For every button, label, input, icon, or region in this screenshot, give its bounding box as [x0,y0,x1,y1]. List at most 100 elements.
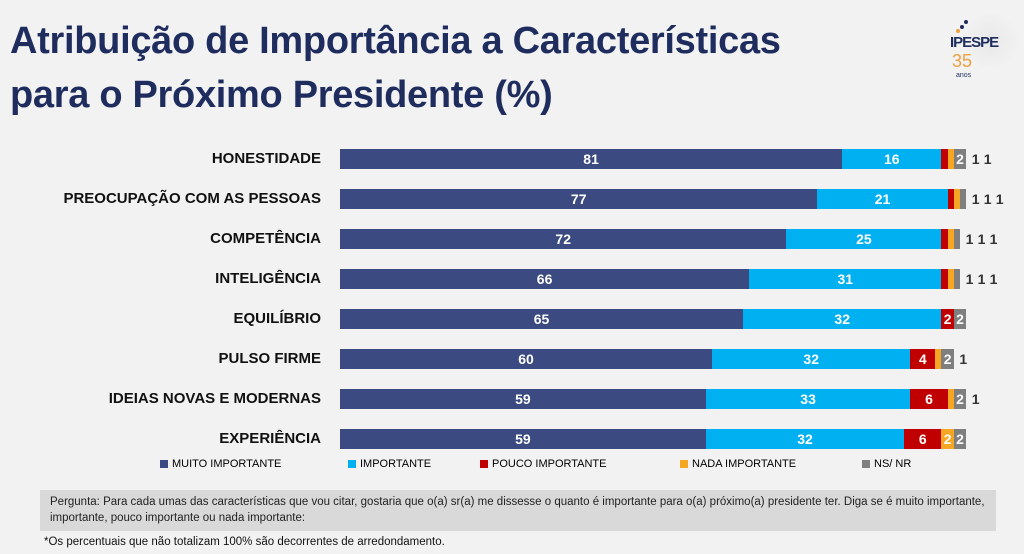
logo-number: 35 [952,51,973,71]
bar-segment [941,149,948,169]
bar-segment: 65 [340,309,743,329]
data-label: 1 [989,271,998,287]
bar-segment: 2 [953,389,967,409]
legend-swatch [680,460,688,468]
bar-segment: 4 [910,349,936,369]
data-label: 1 [965,231,974,247]
data-label: 1 [989,231,998,247]
bar-segment: 2 [941,349,954,369]
bar-segment: 66 [340,269,750,289]
title-line-1: Atribuição de Importância a Característi… [10,20,781,62]
data-label: 2 [956,431,964,447]
data-label: 1 [965,271,974,287]
data-label: 25 [856,231,872,247]
data-label: 1 [977,231,986,247]
data-label: 4 [918,351,927,367]
legend-swatch [160,460,168,468]
data-label: 1 [983,191,992,207]
bar-segment: 72 [340,229,787,249]
bar-segment [960,189,967,209]
globe-graphic [962,12,1020,70]
legend-label: NADA IMPORTANTE [692,458,797,470]
bar-segment: 2 [941,429,954,449]
data-label: 16 [883,151,900,167]
bar-segment: 2 [953,309,967,329]
data-label: 2 [943,311,952,327]
bar-segment: 21 [817,189,948,209]
bar-segment: 25 [786,229,942,249]
bar-segment: 59 [340,389,706,409]
data-label: 32 [803,351,819,367]
bar-segment [941,269,948,289]
bar-segment: 2 [953,429,967,449]
data-label: 1 [971,191,980,207]
bar-segment: 32 [743,309,942,329]
legend-item: MUITO IMPORTANTE [160,458,281,470]
bar-segment: 59 [340,429,706,449]
data-label: 59 [515,391,531,407]
bar-segment [935,349,942,369]
legend-swatch [348,460,356,468]
category-label: PREOCUPAÇÃO COM AS PESSOAS [63,190,321,207]
category-label: EXPERIÊNCIA [219,430,321,447]
bar-segment: 2 [941,309,954,329]
bar-segment [953,269,960,289]
bar-segment [947,149,954,169]
data-label: 1 [983,151,992,167]
bar-segment: 81 [340,149,843,169]
bar-segment: 32 [712,349,911,369]
ipespe-logo: IPESPE 35 anos [950,12,1020,86]
bar-segment [947,389,954,409]
category-label: IDEIAS NOVAS E MODERNAS [108,390,321,407]
data-label: 2 [956,151,964,167]
bar-segment: 6 [904,429,942,449]
legend-label: NS/ NR [874,458,912,470]
bar-segment [947,189,954,209]
data-label: 6 [918,431,927,447]
legend-item: NS/ NR [862,458,911,470]
bar-segment [947,229,954,249]
legend-item: POUCO IMPORTANTE [480,458,607,470]
data-label: 21 [874,191,891,207]
data-label: 1 [971,391,980,407]
footnote: *Os percentuais que não totalizam 100% s… [44,536,445,548]
data-label: 81 [583,151,599,167]
bar-segment: 60 [340,349,712,369]
page-title: Atribuição de Importância a Característi… [10,14,781,122]
legend-item: NADA IMPORTANTE [680,458,796,470]
data-label: 66 [536,271,553,287]
category-label: INTELIGÊNCIA [215,270,321,287]
legend-label: POUCO IMPORTANTE [492,458,607,470]
bar-segment [953,229,960,249]
category-label: COMPETÊNCIA [210,230,321,247]
data-label: 2 [956,391,964,407]
bar-segment: 33 [705,389,911,409]
logo-name: IPESPE [950,34,999,51]
data-label: 77 [570,191,587,207]
data-label: 1 [995,191,1004,207]
data-label: 32 [834,311,850,327]
data-label: 1 [971,151,980,167]
bar-segment: 31 [749,269,942,289]
data-label: 6 [925,391,933,407]
title-line-2: para o Próximo Presidente (%) [10,74,553,116]
bar-segment: 77 [340,189,818,209]
data-label: 33 [800,391,816,407]
category-label: EQUILÍBRIO [233,310,321,327]
legend-item: IMPORTANTE [348,458,431,470]
data-label: 60 [518,351,534,367]
category-label: PULSO FIRME [218,350,321,367]
data-label: 65 [533,311,550,327]
bar-segment: 16 [842,149,942,169]
bar-segment [941,229,948,249]
data-label: 2 [943,431,952,447]
logo-dot [964,20,968,24]
legend-label: IMPORTANTE [360,458,432,470]
category-label: HONESTIDADE [211,150,321,167]
data-label: 32 [797,431,813,447]
logo-dot [960,25,964,29]
bar-segment [947,269,954,289]
data-label: 1 [977,271,986,287]
question-note: Pergunta: Para cada umas das característ… [40,490,996,531]
data-label: 2 [943,351,952,367]
